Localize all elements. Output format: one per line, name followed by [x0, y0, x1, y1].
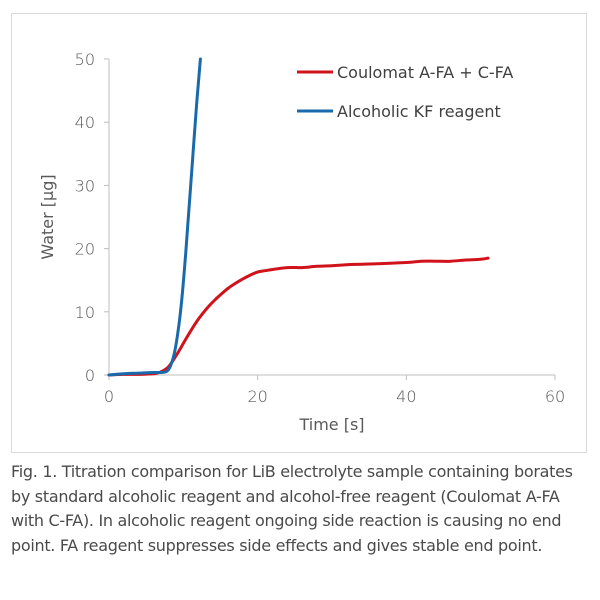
- y-tick-label: 50: [75, 50, 95, 69]
- y-tick-label: 10: [75, 303, 95, 322]
- x-tick-label: 40: [396, 387, 416, 406]
- line-chart: 0 10 20 30 40 50 0 20 40 60 Coulomat A-FA + C-FA A…: [38, 50, 566, 434]
- x-tick-label: 20: [247, 387, 267, 406]
- y-tick-label: 0: [85, 366, 95, 385]
- x-tick-label: 60: [545, 387, 565, 406]
- y-axis-title: Water [µg]: [38, 174, 57, 259]
- legend-label: Coulomat A-FA + C-FA: [337, 63, 513, 82]
- series-line-coulomat: [107, 256, 490, 377]
- y-tick-label: 40: [75, 113, 95, 132]
- x-tick-label: 0: [104, 387, 114, 406]
- legend: Coulomat A-FA + C-FA Alcoholic KF reagent: [297, 63, 513, 121]
- legend-label: Alcoholic KF reagent: [337, 102, 501, 121]
- series-layer: [107, 57, 490, 377]
- y-tick-label: 30: [75, 176, 95, 195]
- y-tick-label: 20: [75, 240, 95, 259]
- x-axis-title: Time [s]: [298, 415, 364, 434]
- figure-caption: Fig. 1. Titration comparison for LiB ele…: [11, 462, 573, 555]
- axes: 0 10 20 30 40 50 0 20 40 60: [75, 50, 566, 406]
- series-line-alcoholic-kf: [107, 57, 202, 377]
- figure-frame: [11, 13, 587, 453]
